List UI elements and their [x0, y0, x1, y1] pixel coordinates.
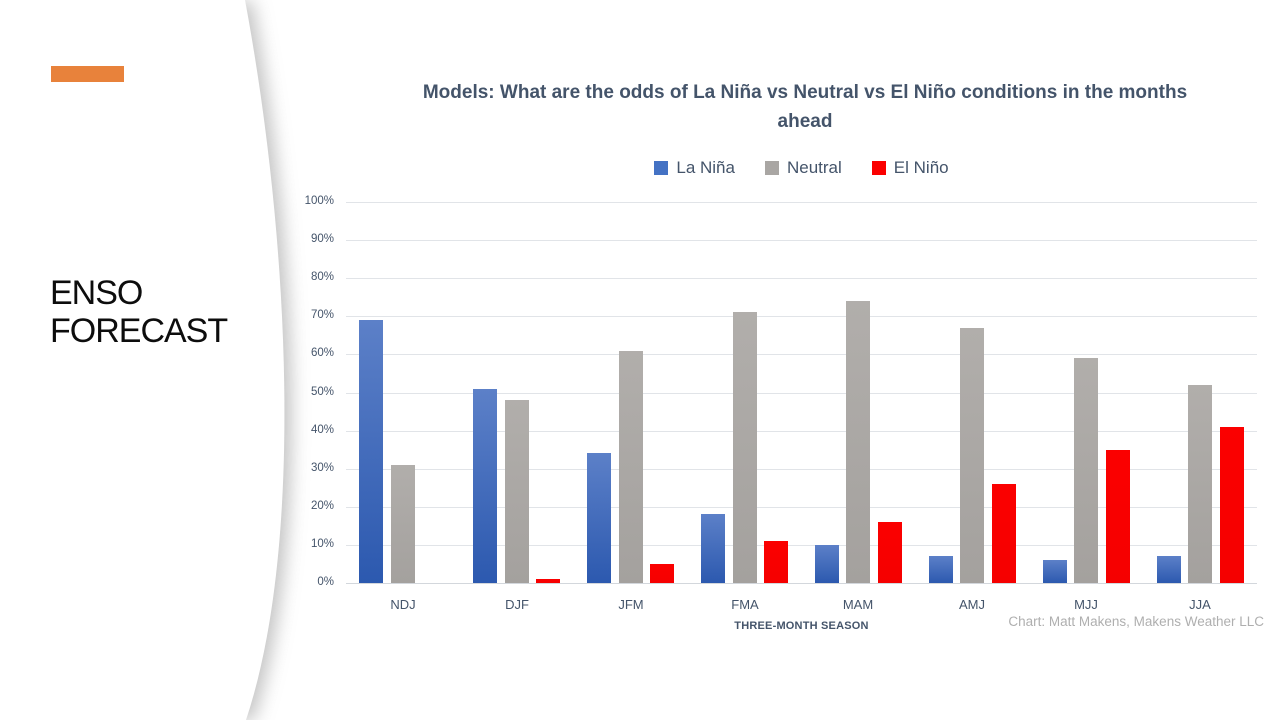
- y-tick-label: 80%: [310, 271, 334, 283]
- x-category-label: DJF: [505, 597, 529, 612]
- x-category-label: AMJ: [959, 597, 985, 612]
- bar-amj-series-0: [929, 556, 953, 583]
- y-tick-label: 40%: [310, 424, 334, 436]
- y-tick-label: 30%: [310, 462, 334, 474]
- gridline: [346, 202, 1257, 203]
- x-category-label: JJA: [1189, 597, 1211, 612]
- side-title: ENSO FORECAST: [50, 274, 228, 350]
- legend-item: La Niña: [654, 158, 735, 178]
- attribution: Chart: Matt Makens, Makens Weather LLC: [1008, 614, 1264, 629]
- legend-color-chip: [654, 161, 669, 175]
- chart-title: Models: What are the odds of La Niña vs …: [422, 82, 1188, 132]
- legend-color-chip: [764, 161, 779, 175]
- y-tick-label: 50%: [310, 386, 334, 398]
- legend-item: Neutral: [764, 158, 842, 178]
- gridline: [346, 240, 1257, 241]
- accent-bar: [51, 66, 124, 82]
- bar-djf-series-1: [505, 400, 529, 583]
- gridline: [346, 393, 1257, 394]
- bar-djf-series-0: [473, 389, 497, 583]
- legend-color-chip: [871, 161, 886, 175]
- bar-fma-series-1: [733, 312, 757, 583]
- bar-fma-series-2: [764, 541, 788, 583]
- bar-jja-series-2: [1220, 427, 1244, 583]
- curve-shape: [0, 0, 285, 720]
- x-category-label: FMA: [731, 597, 759, 612]
- y-tick-label: 90%: [310, 233, 334, 245]
- bar-mjj-series-1: [1074, 358, 1098, 583]
- gridline: [346, 278, 1257, 279]
- y-axis: 0% 10% 20% 30% 40% 50% 60% 70% 80% 90% 100%: [286, 195, 334, 588]
- bar-djf-series-2: [536, 579, 560, 583]
- gridline: [346, 545, 1257, 546]
- bar-mam-series-0: [815, 545, 839, 583]
- bar-jfm-series-2: [650, 564, 674, 583]
- gridline: [346, 316, 1257, 317]
- gridline: [346, 431, 1257, 432]
- x-category-label: MJJ: [1074, 597, 1098, 612]
- y-tick-label: 0%: [317, 576, 334, 588]
- bar-jja-series-1: [1188, 385, 1212, 583]
- y-tick-label: 20%: [310, 500, 334, 512]
- bar-amj-series-1: [960, 328, 984, 583]
- bar-mjj-series-2: [1106, 450, 1130, 583]
- y-tick-label: 100%: [304, 195, 334, 207]
- bar-jja-series-0: [1157, 556, 1181, 583]
- y-tick-label: 60%: [310, 347, 334, 359]
- bar-jfm-series-1: [619, 351, 643, 583]
- plot-area: THREE-MONTH SEASON NDJ DJF JFM FMA MAM AMJ MJJ…: [346, 202, 1257, 632]
- gridline: [346, 354, 1257, 355]
- y-tick-label: 10%: [310, 538, 334, 550]
- bar-mam-series-2: [878, 522, 902, 583]
- x-category-label: JFM: [618, 597, 644, 612]
- x-category-label: MAM: [842, 597, 874, 612]
- chart-legend: La Niña Neutral El Niño: [346, 158, 1257, 178]
- legend-label: El Niño: [893, 158, 949, 177]
- legend-item: El Niño: [871, 158, 949, 178]
- bar-fma-series-0: [701, 514, 725, 583]
- legend-label: Neutral: [786, 158, 842, 177]
- bar-ndj-series-0: [359, 320, 383, 583]
- bar-mam-series-1: [846, 301, 870, 583]
- y-tick-label: 70%: [310, 309, 334, 321]
- gridline: [346, 507, 1257, 508]
- bar-mjj-series-0: [1043, 560, 1067, 583]
- bar-amj-series-2: [992, 484, 1016, 583]
- x-axis-line: [346, 583, 1257, 584]
- x-category-label: NDJ: [390, 597, 416, 612]
- bar-jfm-series-0: [587, 453, 611, 583]
- gridline: [346, 469, 1257, 470]
- x-axis-title: THREE-MONTH SEASON: [734, 620, 869, 632]
- bar-ndj-series-1: [391, 465, 415, 583]
- legend-label: La Niña: [676, 158, 735, 177]
